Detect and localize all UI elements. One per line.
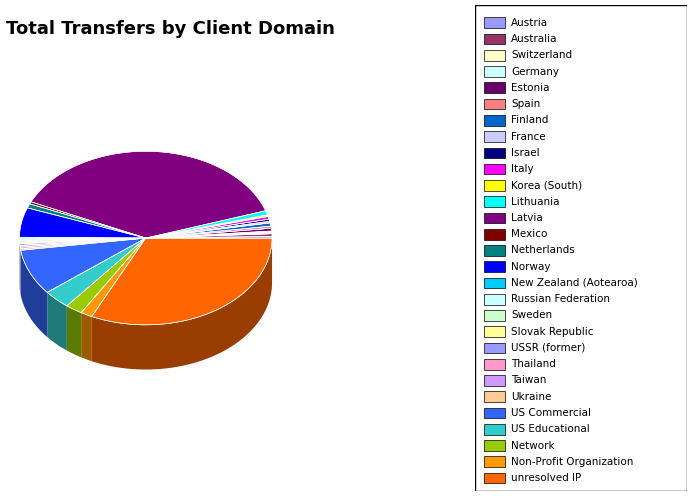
Polygon shape (21, 250, 47, 337)
Polygon shape (20, 238, 146, 250)
Text: Latvia: Latvia (511, 213, 543, 223)
Bar (484, 34, 505, 45)
Polygon shape (146, 233, 272, 238)
Bar (484, 17, 505, 28)
Text: Ukraine: Ukraine (511, 392, 552, 402)
Bar (484, 424, 505, 434)
Polygon shape (81, 312, 92, 361)
Polygon shape (81, 238, 146, 316)
Bar (484, 99, 505, 110)
Bar (484, 294, 505, 305)
Polygon shape (146, 221, 270, 238)
Polygon shape (146, 219, 270, 238)
Text: Total Transfers by Client Domain: Total Transfers by Client Domain (6, 20, 335, 38)
Polygon shape (146, 231, 272, 238)
Polygon shape (67, 238, 146, 312)
Text: Network: Network (511, 440, 555, 450)
Text: USSR (former): USSR (former) (511, 343, 586, 353)
Polygon shape (20, 238, 146, 248)
Polygon shape (19, 237, 146, 239)
Polygon shape (146, 211, 267, 238)
Text: Finland: Finland (511, 116, 549, 125)
Bar (484, 82, 505, 93)
Bar (484, 164, 505, 175)
Text: Estonia: Estonia (511, 83, 550, 93)
Polygon shape (19, 238, 146, 241)
Text: Austria: Austria (511, 18, 548, 28)
Text: Israel: Israel (511, 148, 540, 158)
Text: Italy: Italy (511, 164, 534, 174)
Bar (484, 456, 505, 467)
Text: Russian Federation: Russian Federation (511, 294, 611, 304)
Text: Mexico: Mexico (511, 229, 548, 239)
Bar (484, 196, 505, 207)
Polygon shape (20, 238, 146, 247)
Text: Lithuania: Lithuania (511, 196, 560, 207)
Bar (484, 440, 505, 451)
Bar (484, 359, 505, 370)
Polygon shape (146, 234, 272, 238)
Polygon shape (21, 238, 146, 293)
Polygon shape (19, 238, 146, 246)
Text: Thailand: Thailand (511, 359, 557, 369)
Text: Germany: Germany (511, 66, 559, 76)
Text: Norway: Norway (511, 262, 551, 272)
Bar (484, 326, 505, 337)
Polygon shape (146, 223, 271, 238)
Text: Spain: Spain (511, 99, 541, 109)
Polygon shape (47, 238, 146, 306)
Bar (484, 278, 505, 288)
Bar (484, 229, 505, 240)
Polygon shape (146, 237, 272, 238)
Polygon shape (146, 228, 271, 238)
Bar (484, 375, 505, 386)
Text: US Commercial: US Commercial (511, 408, 591, 418)
Text: Taiwan: Taiwan (511, 375, 547, 385)
Bar (484, 245, 505, 256)
Bar (484, 391, 505, 402)
Text: Netherlands: Netherlands (511, 246, 575, 255)
Bar (484, 147, 505, 158)
Polygon shape (30, 202, 146, 238)
Bar (484, 261, 505, 272)
Polygon shape (67, 306, 81, 357)
Text: New Zealand (Aotearoa): New Zealand (Aotearoa) (511, 278, 638, 288)
Polygon shape (146, 215, 268, 238)
Text: France: France (511, 131, 546, 142)
Bar (484, 180, 505, 191)
Text: US Educational: US Educational (511, 424, 590, 434)
Polygon shape (92, 238, 272, 370)
Polygon shape (146, 226, 271, 238)
Polygon shape (146, 216, 269, 238)
Bar (484, 343, 505, 353)
Bar (484, 115, 505, 125)
Bar (484, 66, 505, 77)
Bar (484, 408, 505, 418)
Polygon shape (47, 293, 67, 351)
Text: Switzerland: Switzerland (511, 50, 573, 61)
Polygon shape (19, 238, 146, 242)
Text: Sweden: Sweden (511, 310, 552, 320)
Polygon shape (92, 238, 272, 325)
Bar (484, 50, 505, 61)
Bar (484, 473, 505, 484)
Text: Korea (South): Korea (South) (511, 181, 582, 190)
Text: Non-Profit Organization: Non-Profit Organization (511, 457, 634, 467)
Text: Australia: Australia (511, 34, 558, 44)
Polygon shape (31, 151, 266, 238)
Text: unresolved IP: unresolved IP (511, 473, 582, 483)
Text: Slovak Republic: Slovak Republic (511, 327, 594, 337)
Polygon shape (19, 208, 146, 238)
Bar (484, 213, 505, 223)
Polygon shape (27, 204, 146, 238)
Polygon shape (19, 238, 146, 244)
Bar (484, 310, 505, 321)
Bar (484, 131, 505, 142)
